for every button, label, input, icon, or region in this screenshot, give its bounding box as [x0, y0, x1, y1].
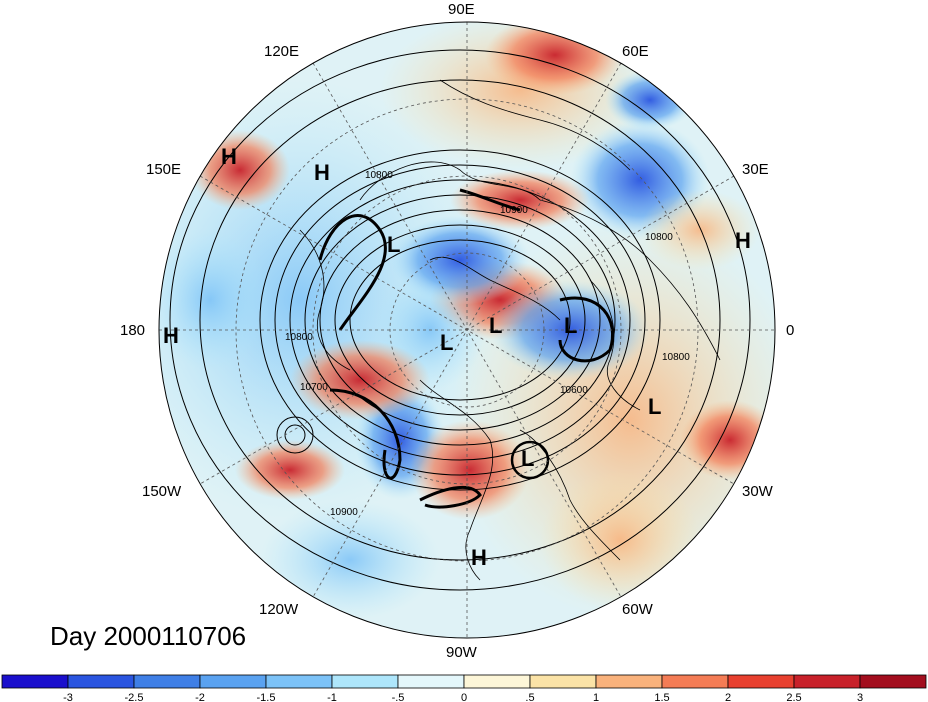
contour-label: 10900 [500, 205, 528, 216]
contour-label: 10700 [300, 382, 328, 393]
colorbar-tick-label: 1.5 [654, 692, 669, 702]
colorbar-tick-label: .5 [525, 692, 534, 702]
colorbar-tick-label: -.5 [392, 692, 405, 702]
colorbar-tick-label: -1 [327, 692, 337, 702]
lon-label-180: 180 [120, 322, 145, 339]
colorbar-swatch [1, 674, 69, 689]
colorbar-tick-label: -2 [195, 692, 205, 702]
colorbar: -3 -2.5 -2 -1.5 -1 -.5 0 .5 1 1.5 2 2.5 3 [1, 674, 927, 702]
lon-label-120w: 120W [259, 601, 299, 618]
colorbar-tick-label: 2.5 [786, 692, 801, 702]
lon-label-150w: 150W [142, 483, 182, 500]
colorbar-swatch [661, 674, 729, 689]
colorbar-swatch [595, 674, 663, 689]
graticule [159, 22, 775, 638]
colorbar-swatch [727, 674, 795, 689]
anomaly-field [159, 22, 775, 638]
high-center: H [221, 144, 237, 169]
low-center: L [387, 232, 400, 257]
lon-label-150e: 150E [146, 161, 181, 178]
day-label: Day 2000110706 [50, 621, 246, 651]
colorbar-swatch [199, 674, 267, 689]
colorbar-swatch [529, 674, 597, 689]
low-center: L [564, 313, 577, 338]
lon-label-30w: 30W [742, 483, 774, 500]
colorbar-swatch [67, 674, 135, 689]
colorbar-tick-label: 1 [593, 692, 599, 702]
coastlines [299, 79, 721, 581]
colorbar-tick-label: -1.5 [257, 692, 276, 702]
low-center: L [648, 394, 661, 419]
contour-label: 10800 [365, 170, 393, 181]
colorbar-tick-label: -2.5 [125, 692, 144, 702]
lon-label-30e: 30E [742, 161, 769, 178]
low-center: L [521, 446, 534, 471]
colorbar-swatch [133, 674, 201, 689]
high-center: H [163, 323, 179, 348]
lon-label-60e: 60E [622, 43, 649, 60]
contour-label: 10600 [560, 385, 588, 396]
contour-label: 10800 [662, 352, 690, 363]
lon-label-0: 0 [786, 322, 794, 339]
colorbar-swatch [331, 674, 399, 689]
map-border [158, 21, 776, 639]
colorbar-tick-label: 2 [725, 692, 731, 702]
contour-label: 10900 [330, 507, 358, 518]
contour-label: 10800 [285, 332, 313, 343]
low-center: L [440, 330, 453, 355]
contour-label: 10800 [645, 232, 673, 243]
colorbar-tick-label: 3 [857, 692, 863, 702]
lon-label-120e: 120E [264, 43, 299, 60]
longitude-labels: 90E 60E 30E 0 30W 60W 90W 120W 150W 180 … [120, 1, 794, 661]
height-contours [169, 49, 751, 591]
lon-label-60w: 60W [622, 601, 654, 618]
lon-label-90w: 90W [446, 644, 478, 661]
low-center: L [489, 313, 502, 338]
pressure-centers: H H H H H L L L L L L [163, 144, 751, 570]
colorbar-swatch [859, 674, 927, 689]
colorbar-swatch [793, 674, 861, 689]
colorbar-swatch [397, 674, 465, 689]
high-center: H [471, 545, 487, 570]
colorbar-tick-label: 0 [461, 692, 467, 702]
colorbar-tick-label: -3 [63, 692, 73, 702]
colorbar-swatch [265, 674, 333, 689]
colorbar-swatch [463, 674, 531, 689]
lon-label-90e: 90E [448, 1, 475, 18]
contour-labels: 10800 10900 10800 10800 10700 10600 1080… [285, 170, 690, 518]
high-center: H [735, 228, 751, 253]
high-center: H [314, 160, 330, 185]
